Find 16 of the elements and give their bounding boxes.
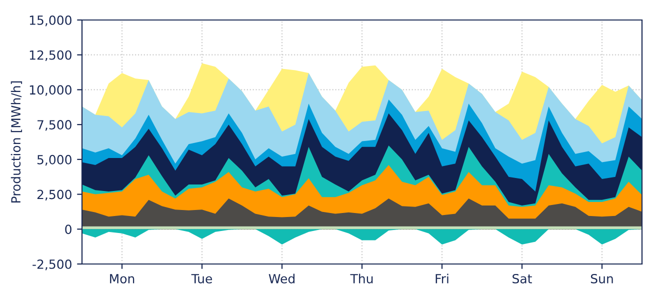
y-tick-label: 0 <box>65 224 72 234</box>
x-tick-label: Fri <box>436 274 448 284</box>
y-tick-label: 12,500 <box>30 50 72 62</box>
x-tick-label: Sun <box>590 274 613 284</box>
x-tick-label: Tue <box>191 274 212 284</box>
x-tick-label: Wed <box>268 274 294 284</box>
y-tick-label: 5,000 <box>37 154 72 166</box>
x-tick-label: Sat <box>512 274 532 284</box>
x-tick-label: Thu <box>350 274 373 284</box>
y-tick-label: 15,000 <box>30 15 72 26</box>
y-tick-label: 10,000 <box>30 85 72 96</box>
y-tick-label: 7,500 <box>38 120 72 131</box>
y-tick-label: 2,500 <box>37 190 72 200</box>
x-tick-label: Mon <box>110 274 134 284</box>
y-tick-label: -2,500 <box>32 259 72 270</box>
y-axis-title: Production [MWh/h] <box>10 81 22 202</box>
